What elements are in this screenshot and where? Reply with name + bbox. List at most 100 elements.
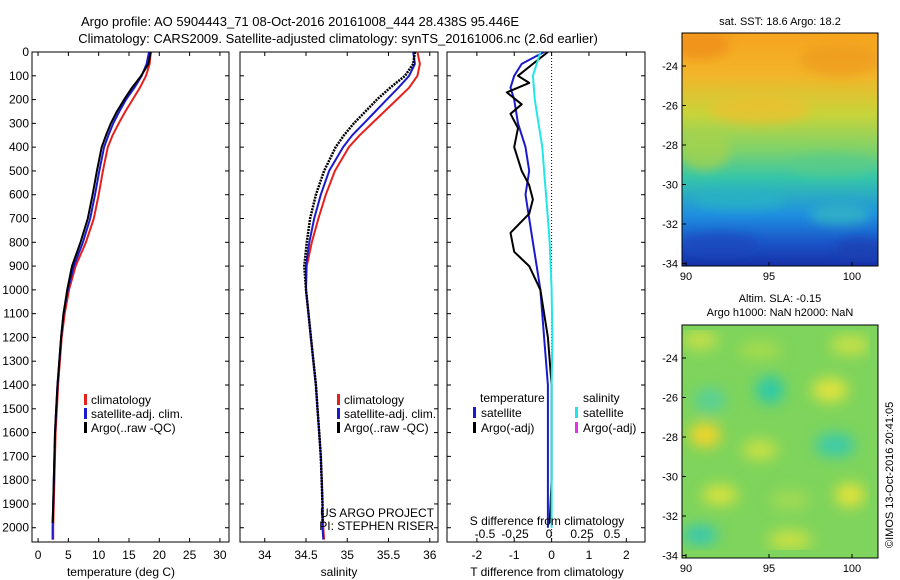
x-tick-label: 25 [183,548,197,562]
sla-map-title-line2: Argo h1000: NaN h2000: NaN [707,307,854,319]
legend-label-argo: Argo(..raw -QC) [91,421,176,435]
depth-tick-label: 600 [9,188,29,202]
map-x-tick-label: 95 [763,563,775,575]
difference-panel: -2 -1 0 1 2 T difference from climatology S … [446,51,646,579]
sla-map-frame [681,324,879,559]
legend-label-t-argo: Argo(-adj) [481,421,534,435]
sla-field [682,325,878,558]
s-diff-tick: 0.25 [570,527,594,541]
map-x-tick-label: 100 [843,271,861,283]
depth-tick-label: 800 [9,235,29,249]
x-tick-label: -1 [509,548,520,562]
x-tick-label: 30 [213,548,227,562]
depth-tick-label: 200 [9,93,29,107]
temperature-legend: climatology satellite-adj. clim. Argo(..… [84,393,183,435]
x-tick-label: 0 [548,548,555,562]
depth-ticks: 0 100 200 300 400 500 600 700 800 900 1000 1100 1200… [2,45,229,535]
difference-series [505,52,554,528]
temperature-xlabel: temperature (deg C) [67,565,175,579]
depth-tick-label: 500 [9,164,29,178]
x-tick-label: 15 [122,548,136,562]
salinity-x-ticks: 34 34.5 35 35.5 36 [258,52,437,562]
x-tick-label: 0 [35,548,42,562]
map-y-tick-label: -34 [662,551,678,563]
sst-map-title: sat. SST: 18.6 Argo: 18.2 [719,16,841,28]
figure-title-line2: Climatology: CARS2009. Satellite-adjuste… [78,31,598,46]
series-line-satellite_salinity [531,52,554,528]
depth-tick-label: 2000 [2,521,29,535]
depth-tick-label: 1000 [2,283,29,297]
temperature-x-ticks: 0 5 10 15 20 25 30 [35,52,227,562]
depth-tick-label: 1100 [3,307,29,321]
legend-swatch-t-satellite [473,407,476,418]
legend-swatch-satellite [84,408,87,419]
depth-tick-label: 1400 [2,378,29,392]
difference-depth-ticks [447,51,645,529]
salinity-plot-frame [239,51,439,543]
legend-swatch-satellite [337,408,340,419]
sst-map-frame [681,32,879,267]
sst-map-ticks: 90 95 100 -24 -26 -28 -30 -32 -34 [662,61,861,283]
map-x-tick-label: 95 [763,271,775,283]
x-tick-label: 2 [623,548,630,562]
x-tick-label: 35 [341,548,355,562]
salinity-depth-ticks [240,51,438,529]
sla-map-ticks: 90 95 100 -24 -26 -28 -30 -32 -34 [662,353,861,575]
salinity-panel: 34 34.5 35 35.5 36 salinity climatology sate… [239,51,439,579]
legend-label-climatology: climatology [344,393,404,407]
depth-tick-label: 900 [9,259,29,273]
legend-swatch-argo [84,422,87,433]
depth-tick-label: 0 [22,45,29,59]
s-diff-tick: -0.5 [475,527,496,541]
temperature-series [51,52,152,540]
depth-tick-label: 1500 [2,402,29,416]
figure-title-line1: Argo profile: AO 5904443_71 08-Oct-2016 … [81,14,519,29]
map-y-tick-label: -30 [662,472,678,484]
map-y-tick-label: -28 [662,432,678,444]
s-diff-tick: -0.25 [501,527,529,541]
map-x-tick-label: 90 [680,271,692,283]
x-tick-label: 5 [65,548,72,562]
s-diff-tick: 0 [546,527,553,541]
legend-swatch-argo [337,422,340,433]
salinity-series [303,52,421,540]
depth-tick-label: 1300 [2,354,29,368]
legend-swatch-t-argo [473,422,476,433]
pi-annotation: PI: STEPHEN RISER [319,519,434,533]
depth-tick-label: 1600 [2,426,29,440]
legend-swatch-climatology [84,394,87,405]
salinity-legend: climatology satellite-adj. clim. Argo(..… [337,393,436,435]
difference-xlabel: T difference from climatology [470,565,624,579]
depth-tick-label: 1900 [2,497,29,511]
x-tick-label: -2 [472,548,483,562]
depth-tick-label: 700 [9,212,29,226]
sst-texture [682,33,878,262]
salinity-difference-label: S difference from climatology [470,514,625,528]
sla-texture [682,330,870,550]
map-y-tick-label: -32 [662,219,678,231]
difference-x-ticks: -2 -1 0 1 2 [472,52,630,562]
sla-map: Altim. SLA: -0.15 Argo h1000: NaN h2000:… [662,293,879,575]
legend-label-t-satellite: satellite [481,406,522,420]
series-line-argo [51,52,152,524]
temperature-panel: 0100200300400500600700800900100011001200… [2,45,230,579]
difference-legend: temperature salinity satellite Argo(-adj… [473,391,636,435]
salinity-difference-ticks: -0.5 -0.25 0 0.25 0.5 [475,527,621,541]
map-y-tick-label: -26 [662,101,678,113]
legend-swatch-climatology [337,394,340,405]
project-annotation: US ARGO PROJECT [320,506,435,520]
legend-label-argo: Argo(..raw -QC) [344,421,429,435]
salinity-xlabel: salinity [321,565,358,579]
difference-plot-frame [446,51,646,543]
depth-tick-label: 100 [9,69,29,83]
x-tick-label: 20 [153,548,167,562]
series-line-argo [303,52,417,523]
legend-header-temperature: temperature [480,391,545,405]
series-line-argo [505,52,553,524]
legend-label-satellite: satellite-adj. clim. [344,407,436,421]
legend-label-s-satellite: satellite [583,406,624,420]
map-y-tick-label: -26 [662,393,678,405]
sst-map: sat. SST: 18.6 Argo: 18.2 90 95 100 -24 -26 -… [662,16,879,283]
depth-tick-label: 1800 [2,473,29,487]
sst-field [682,33,878,266]
